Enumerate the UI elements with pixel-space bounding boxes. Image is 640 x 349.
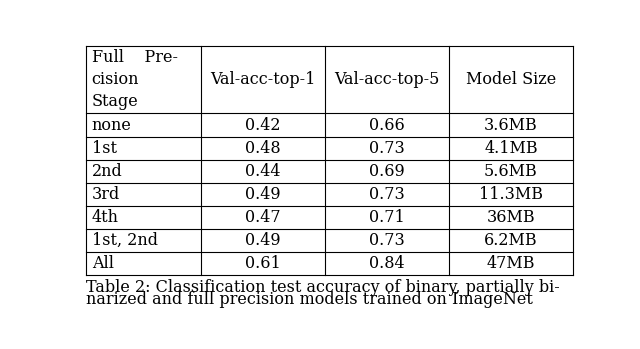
Text: 1st: 1st <box>92 140 116 157</box>
Text: Val-acc-top-1: Val-acc-top-1 <box>210 71 316 88</box>
Text: 0.49: 0.49 <box>245 232 281 249</box>
Text: Table 2: Classification test accuracy of binary, partially bi-: Table 2: Classification test accuracy of… <box>86 279 560 296</box>
Text: 0.71: 0.71 <box>369 209 404 226</box>
Text: none: none <box>92 117 131 134</box>
Text: 3rd: 3rd <box>92 186 120 203</box>
Text: Full    Pre-
cision
Stage: Full Pre- cision Stage <box>92 49 178 110</box>
Text: 0.73: 0.73 <box>369 186 404 203</box>
Text: 0.73: 0.73 <box>369 140 404 157</box>
Text: 0.48: 0.48 <box>245 140 281 157</box>
Text: All: All <box>92 255 114 272</box>
Text: 0.47: 0.47 <box>245 209 281 226</box>
Text: 3.6MB: 3.6MB <box>484 117 538 134</box>
Text: 36MB: 36MB <box>486 209 535 226</box>
Text: 4.1MB: 4.1MB <box>484 140 538 157</box>
Text: Val-acc-top-5: Val-acc-top-5 <box>334 71 440 88</box>
Text: 2nd: 2nd <box>92 163 122 180</box>
Text: 47MB: 47MB <box>486 255 535 272</box>
Text: 0.66: 0.66 <box>369 117 404 134</box>
Text: 0.61: 0.61 <box>245 255 281 272</box>
Text: 0.84: 0.84 <box>369 255 404 272</box>
Text: 1st, 2nd: 1st, 2nd <box>92 232 157 249</box>
Text: 0.69: 0.69 <box>369 163 404 180</box>
Text: Model Size: Model Size <box>466 71 556 88</box>
Text: 0.42: 0.42 <box>245 117 281 134</box>
Text: narized and full precision models trained on ImageNet: narized and full precision models traine… <box>86 291 533 309</box>
Text: 0.49: 0.49 <box>245 186 281 203</box>
Text: 4th: 4th <box>92 209 118 226</box>
Text: 11.3MB: 11.3MB <box>479 186 543 203</box>
Text: 5.6MB: 5.6MB <box>484 163 538 180</box>
Text: 0.44: 0.44 <box>245 163 281 180</box>
Text: 6.2MB: 6.2MB <box>484 232 538 249</box>
Text: 0.73: 0.73 <box>369 232 404 249</box>
